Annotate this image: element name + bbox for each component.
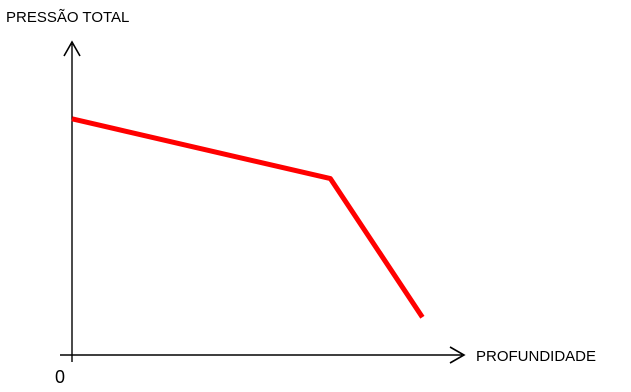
series-layer [71, 116, 425, 319]
origin-label: 0 [55, 367, 65, 387]
x-axis-arrow [449, 346, 466, 364]
y-axis-arrow [63, 40, 81, 57]
y-axis-label: PRESSÃO TOTAL [6, 9, 129, 26]
x-axis-label: PROFUNDIDADE [476, 348, 596, 365]
series-line-0 [71, 116, 425, 319]
